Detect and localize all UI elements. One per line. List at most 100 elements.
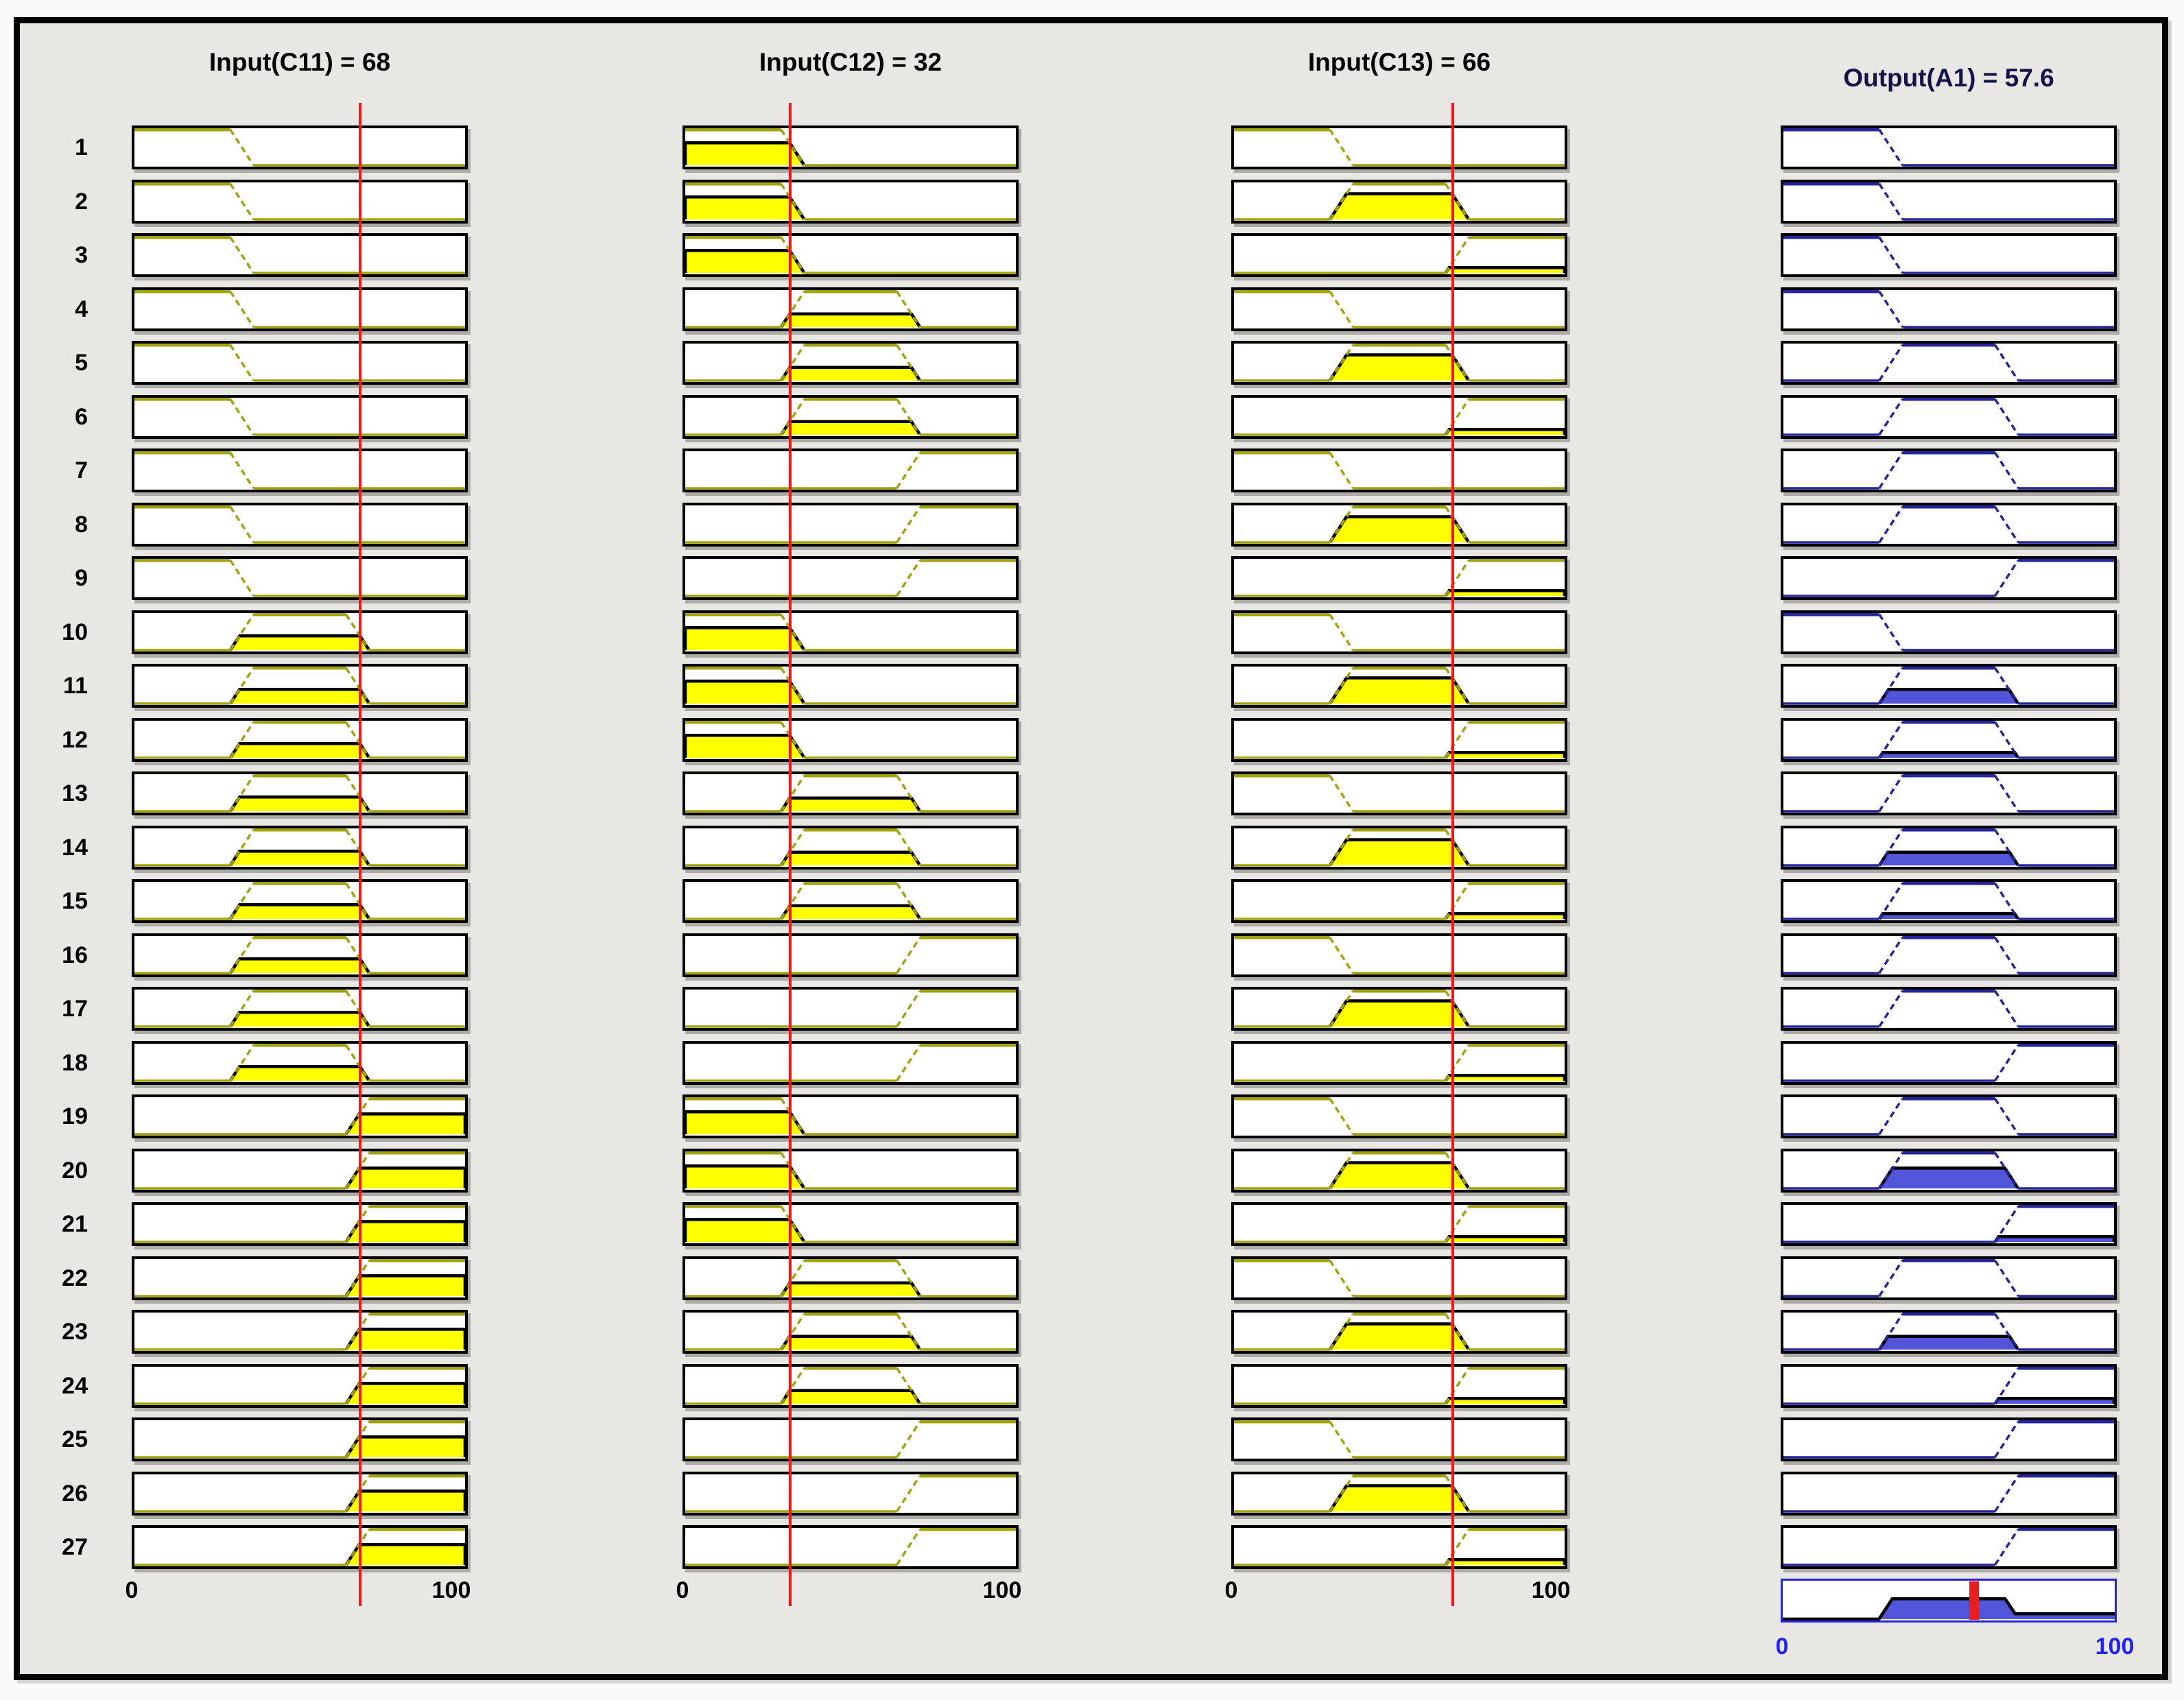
rule-15-c11-plot[interactable] bbox=[132, 879, 468, 923]
rule-12-c12-plot[interactable] bbox=[682, 718, 1019, 762]
rule-9-c11-plot[interactable] bbox=[132, 556, 468, 600]
rule-12-c13-plot[interactable] bbox=[1231, 718, 1567, 762]
rule-26-c13-plot[interactable] bbox=[1231, 1472, 1567, 1516]
rule-11-label[interactable]: 11 bbox=[63, 673, 88, 699]
rule-23-c13-plot[interactable] bbox=[1231, 1310, 1567, 1354]
rule-6-c13-plot[interactable] bbox=[1231, 395, 1567, 439]
rule-21-c13-plot[interactable] bbox=[1231, 1202, 1567, 1246]
rule-21-c11-plot[interactable] bbox=[132, 1202, 468, 1246]
rule-17-c11-plot[interactable] bbox=[132, 987, 468, 1031]
input-value-line-c11[interactable] bbox=[359, 103, 361, 1606]
rule-7-c11-plot[interactable] bbox=[132, 448, 468, 492]
rule-20-c13-plot[interactable] bbox=[1231, 1149, 1567, 1193]
rule-8-c12-plot[interactable] bbox=[682, 503, 1019, 547]
rule-4-c11-plot[interactable] bbox=[132, 287, 468, 331]
rule-23-label[interactable]: 23 bbox=[62, 1319, 88, 1345]
rule-17-c12-plot[interactable] bbox=[682, 987, 1019, 1031]
rule-15-c13-plot[interactable] bbox=[1231, 879, 1567, 923]
rule-8-label[interactable]: 8 bbox=[75, 512, 88, 538]
rule-20-c12-plot[interactable] bbox=[682, 1149, 1019, 1193]
rule-17-label[interactable]: 17 bbox=[62, 996, 88, 1022]
rule-19-c13-plot[interactable] bbox=[1231, 1094, 1567, 1138]
rule-8-c13-plot[interactable] bbox=[1231, 503, 1567, 547]
rule-11-c12-plot[interactable] bbox=[682, 664, 1019, 708]
rule-11-c13-plot[interactable] bbox=[1231, 664, 1567, 708]
rule-10-c11-plot[interactable] bbox=[132, 610, 468, 654]
rule-24-label[interactable]: 24 bbox=[62, 1373, 88, 1399]
rule-9-c12-plot[interactable] bbox=[682, 556, 1019, 600]
rule-22-label[interactable]: 22 bbox=[62, 1265, 88, 1291]
rule-20-c11-plot[interactable] bbox=[132, 1149, 468, 1193]
rule-5-c12-plot[interactable] bbox=[682, 341, 1019, 385]
rule-5-c13-plot[interactable] bbox=[1231, 341, 1567, 385]
rule-13-label[interactable]: 13 bbox=[62, 780, 88, 806]
rule-24-c11-plot[interactable] bbox=[132, 1364, 468, 1408]
rule-15-c12-plot[interactable] bbox=[682, 879, 1019, 923]
rule-14-label[interactable]: 14 bbox=[62, 835, 88, 861]
rule-16-c13-plot[interactable] bbox=[1231, 933, 1567, 977]
rule-18-label[interactable]: 18 bbox=[62, 1050, 88, 1076]
rule-9-c13-plot[interactable] bbox=[1231, 556, 1567, 600]
rule-2-c12-plot[interactable] bbox=[682, 180, 1019, 224]
rule-26-label[interactable]: 26 bbox=[62, 1481, 88, 1507]
rule-22-c13-plot[interactable] bbox=[1231, 1256, 1567, 1300]
rule-2-c11-plot[interactable] bbox=[132, 180, 468, 224]
rule-19-c12-plot[interactable] bbox=[682, 1094, 1019, 1138]
rule-13-c13-plot[interactable] bbox=[1231, 771, 1567, 815]
rule-19-label[interactable]: 19 bbox=[62, 1103, 88, 1129]
rule-26-c12-plot[interactable] bbox=[682, 1472, 1019, 1516]
rule-10-label[interactable]: 10 bbox=[62, 619, 88, 645]
rule-11-c11-plot[interactable] bbox=[132, 664, 468, 708]
rule-12-c11-plot[interactable] bbox=[132, 718, 468, 762]
input-value-line-c12[interactable] bbox=[789, 103, 792, 1606]
rule-4-c12-plot[interactable] bbox=[682, 287, 1019, 331]
rule-14-c11-plot[interactable] bbox=[132, 826, 468, 870]
rule-16-label[interactable]: 16 bbox=[62, 942, 88, 968]
rule-21-c12-plot[interactable] bbox=[682, 1202, 1019, 1246]
rule-18-c13-plot[interactable] bbox=[1231, 1041, 1567, 1085]
rule-7-label[interactable]: 7 bbox=[75, 457, 88, 483]
rule-5-c11-plot[interactable] bbox=[132, 341, 468, 385]
rule-6-label[interactable]: 6 bbox=[75, 404, 88, 430]
rule-20-label[interactable]: 20 bbox=[62, 1158, 88, 1184]
rule-13-c12-plot[interactable] bbox=[682, 771, 1019, 815]
rule-26-c11-plot[interactable] bbox=[132, 1472, 468, 1516]
rule-1-c12-plot[interactable] bbox=[682, 125, 1019, 169]
rule-3-label[interactable]: 3 bbox=[75, 242, 88, 268]
rule-24-c13-plot[interactable] bbox=[1231, 1364, 1567, 1408]
rule-1-c13-plot[interactable] bbox=[1231, 125, 1567, 169]
rule-27-c13-plot[interactable] bbox=[1231, 1525, 1567, 1569]
rule-9-label[interactable]: 9 bbox=[75, 565, 88, 591]
rule-18-c11-plot[interactable] bbox=[132, 1041, 468, 1085]
rule-22-c11-plot[interactable] bbox=[132, 1256, 468, 1300]
rule-7-c13-plot[interactable] bbox=[1231, 448, 1567, 492]
input-value-line-c13[interactable] bbox=[1451, 103, 1454, 1606]
rule-10-c13-plot[interactable] bbox=[1231, 610, 1567, 654]
rule-5-label[interactable]: 5 bbox=[75, 350, 88, 376]
rule-4-c13-plot[interactable] bbox=[1231, 287, 1567, 331]
rule-6-c11-plot[interactable] bbox=[132, 395, 468, 439]
rule-25-c12-plot[interactable] bbox=[682, 1417, 1019, 1461]
rule-19-c11-plot[interactable] bbox=[132, 1094, 468, 1138]
rule-3-c13-plot[interactable] bbox=[1231, 233, 1567, 277]
rule-2-label[interactable]: 2 bbox=[75, 189, 88, 215]
rule-14-c12-plot[interactable] bbox=[682, 826, 1019, 870]
rule-3-c12-plot[interactable] bbox=[682, 233, 1019, 277]
rule-23-c12-plot[interactable] bbox=[682, 1310, 1019, 1354]
rule-21-label[interactable]: 21 bbox=[62, 1211, 88, 1237]
rule-6-c12-plot[interactable] bbox=[682, 395, 1019, 439]
rule-14-c13-plot[interactable] bbox=[1231, 826, 1567, 870]
rule-12-label[interactable]: 12 bbox=[62, 727, 88, 753]
rule-15-label[interactable]: 15 bbox=[62, 888, 88, 914]
rule-7-c12-plot[interactable] bbox=[682, 448, 1019, 492]
rule-8-c11-plot[interactable] bbox=[132, 503, 468, 547]
rule-17-c13-plot[interactable] bbox=[1231, 987, 1567, 1031]
rule-25-c11-plot[interactable] bbox=[132, 1417, 468, 1461]
rule-1-c11-plot[interactable] bbox=[132, 125, 468, 169]
rule-27-label[interactable]: 27 bbox=[62, 1534, 88, 1560]
rule-2-c13-plot[interactable] bbox=[1231, 180, 1567, 224]
rule-16-c11-plot[interactable] bbox=[132, 933, 468, 977]
rule-23-c11-plot[interactable] bbox=[132, 1310, 468, 1354]
rule-1-label[interactable]: 1 bbox=[75, 134, 88, 160]
rule-3-c11-plot[interactable] bbox=[132, 233, 468, 277]
